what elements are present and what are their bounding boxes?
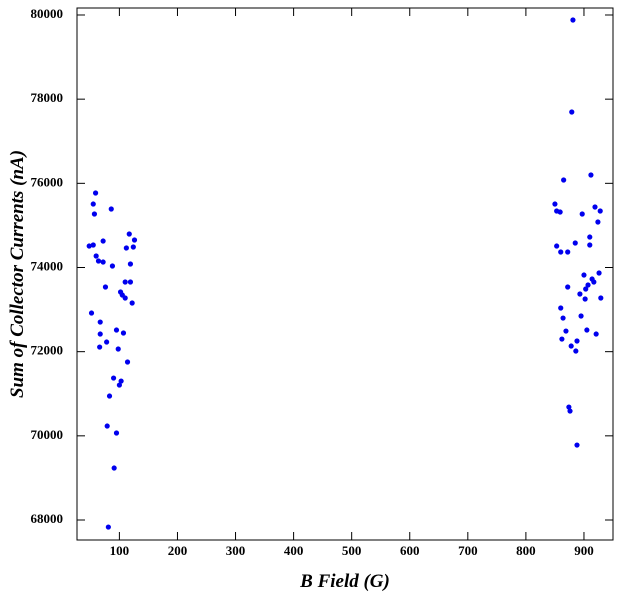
- point: [126, 231, 132, 237]
- point: [109, 263, 116, 269]
- point: [574, 338, 580, 344]
- point: [104, 339, 110, 345]
- point: [124, 359, 131, 365]
- point: [567, 408, 573, 414]
- point: [90, 201, 96, 207]
- point: [104, 423, 110, 429]
- point: [110, 375, 117, 381]
- y-tick-label: 72000: [31, 343, 64, 358]
- point: [583, 286, 589, 292]
- point: [558, 249, 564, 255]
- point: [102, 284, 109, 290]
- point: [565, 284, 571, 290]
- point: [92, 190, 99, 196]
- point: [108, 206, 114, 212]
- point: [95, 258, 102, 264]
- x-axis-title: B Field (G): [299, 571, 390, 592]
- point: [111, 465, 117, 471]
- point: [91, 211, 98, 217]
- point: [581, 272, 587, 278]
- point: [577, 291, 583, 297]
- point: [113, 430, 120, 436]
- point: [566, 404, 572, 410]
- point: [97, 344, 103, 350]
- point: [554, 243, 560, 249]
- point: [115, 346, 121, 352]
- point: [570, 17, 576, 23]
- point: [573, 348, 579, 354]
- point: [595, 219, 601, 225]
- point: [106, 393, 113, 399]
- point: [588, 172, 594, 178]
- point: [587, 234, 593, 240]
- point: [97, 331, 103, 337]
- point: [113, 327, 120, 333]
- point: [584, 327, 590, 333]
- point: [97, 319, 103, 325]
- x-tick-label: 400: [284, 543, 304, 558]
- point: [100, 238, 106, 244]
- point: [591, 279, 597, 285]
- point: [100, 259, 106, 265]
- point: [587, 242, 593, 248]
- point: [579, 211, 585, 217]
- point: [574, 442, 580, 448]
- point: [116, 382, 122, 388]
- point: [557, 209, 563, 215]
- y-axis-title: Sum of Collector Currents (nA): [7, 150, 28, 398]
- point: [552, 201, 558, 207]
- y-tick-label: 70000: [31, 427, 64, 442]
- x-tick-label: 700: [458, 543, 478, 558]
- x-tick-label: 900: [574, 543, 594, 558]
- point: [568, 343, 574, 349]
- x-tick-label: 100: [110, 543, 130, 558]
- point: [563, 328, 569, 334]
- point: [561, 177, 567, 183]
- point: [105, 524, 111, 530]
- point: [596, 270, 602, 276]
- point: [598, 295, 604, 301]
- point: [582, 296, 588, 302]
- point: [585, 282, 591, 288]
- y-tick-label: 76000: [31, 174, 64, 189]
- point: [572, 240, 578, 246]
- point: [593, 331, 599, 337]
- plot-frame: [76, 7, 614, 541]
- x-tick-label: 600: [400, 543, 420, 558]
- point: [90, 242, 96, 248]
- point: [118, 378, 124, 384]
- point: [560, 315, 566, 321]
- point: [558, 305, 564, 311]
- y-tick-label: 80000: [31, 6, 64, 21]
- point: [123, 245, 129, 251]
- point: [578, 313, 584, 319]
- point: [565, 249, 571, 255]
- point: [122, 295, 128, 301]
- y-tick-label: 74000: [31, 258, 64, 273]
- point: [129, 300, 135, 306]
- point: [122, 279, 128, 285]
- point: [86, 243, 92, 249]
- x-tick-label: 800: [516, 543, 536, 558]
- point: [597, 208, 603, 214]
- point: [569, 109, 575, 115]
- point: [592, 204, 598, 210]
- point: [93, 253, 99, 259]
- x-tick-label: 200: [168, 543, 188, 558]
- y-tick-label: 78000: [31, 90, 64, 105]
- x-tick-label: 500: [342, 543, 362, 558]
- point: [88, 310, 95, 316]
- point: [130, 244, 136, 250]
- point: [559, 336, 565, 342]
- y-tick-label: 68000: [31, 511, 64, 526]
- x-tick-label: 300: [226, 543, 246, 558]
- point: [127, 261, 134, 267]
- point: [127, 279, 134, 285]
- point: [120, 330, 127, 336]
- point: [131, 237, 138, 243]
